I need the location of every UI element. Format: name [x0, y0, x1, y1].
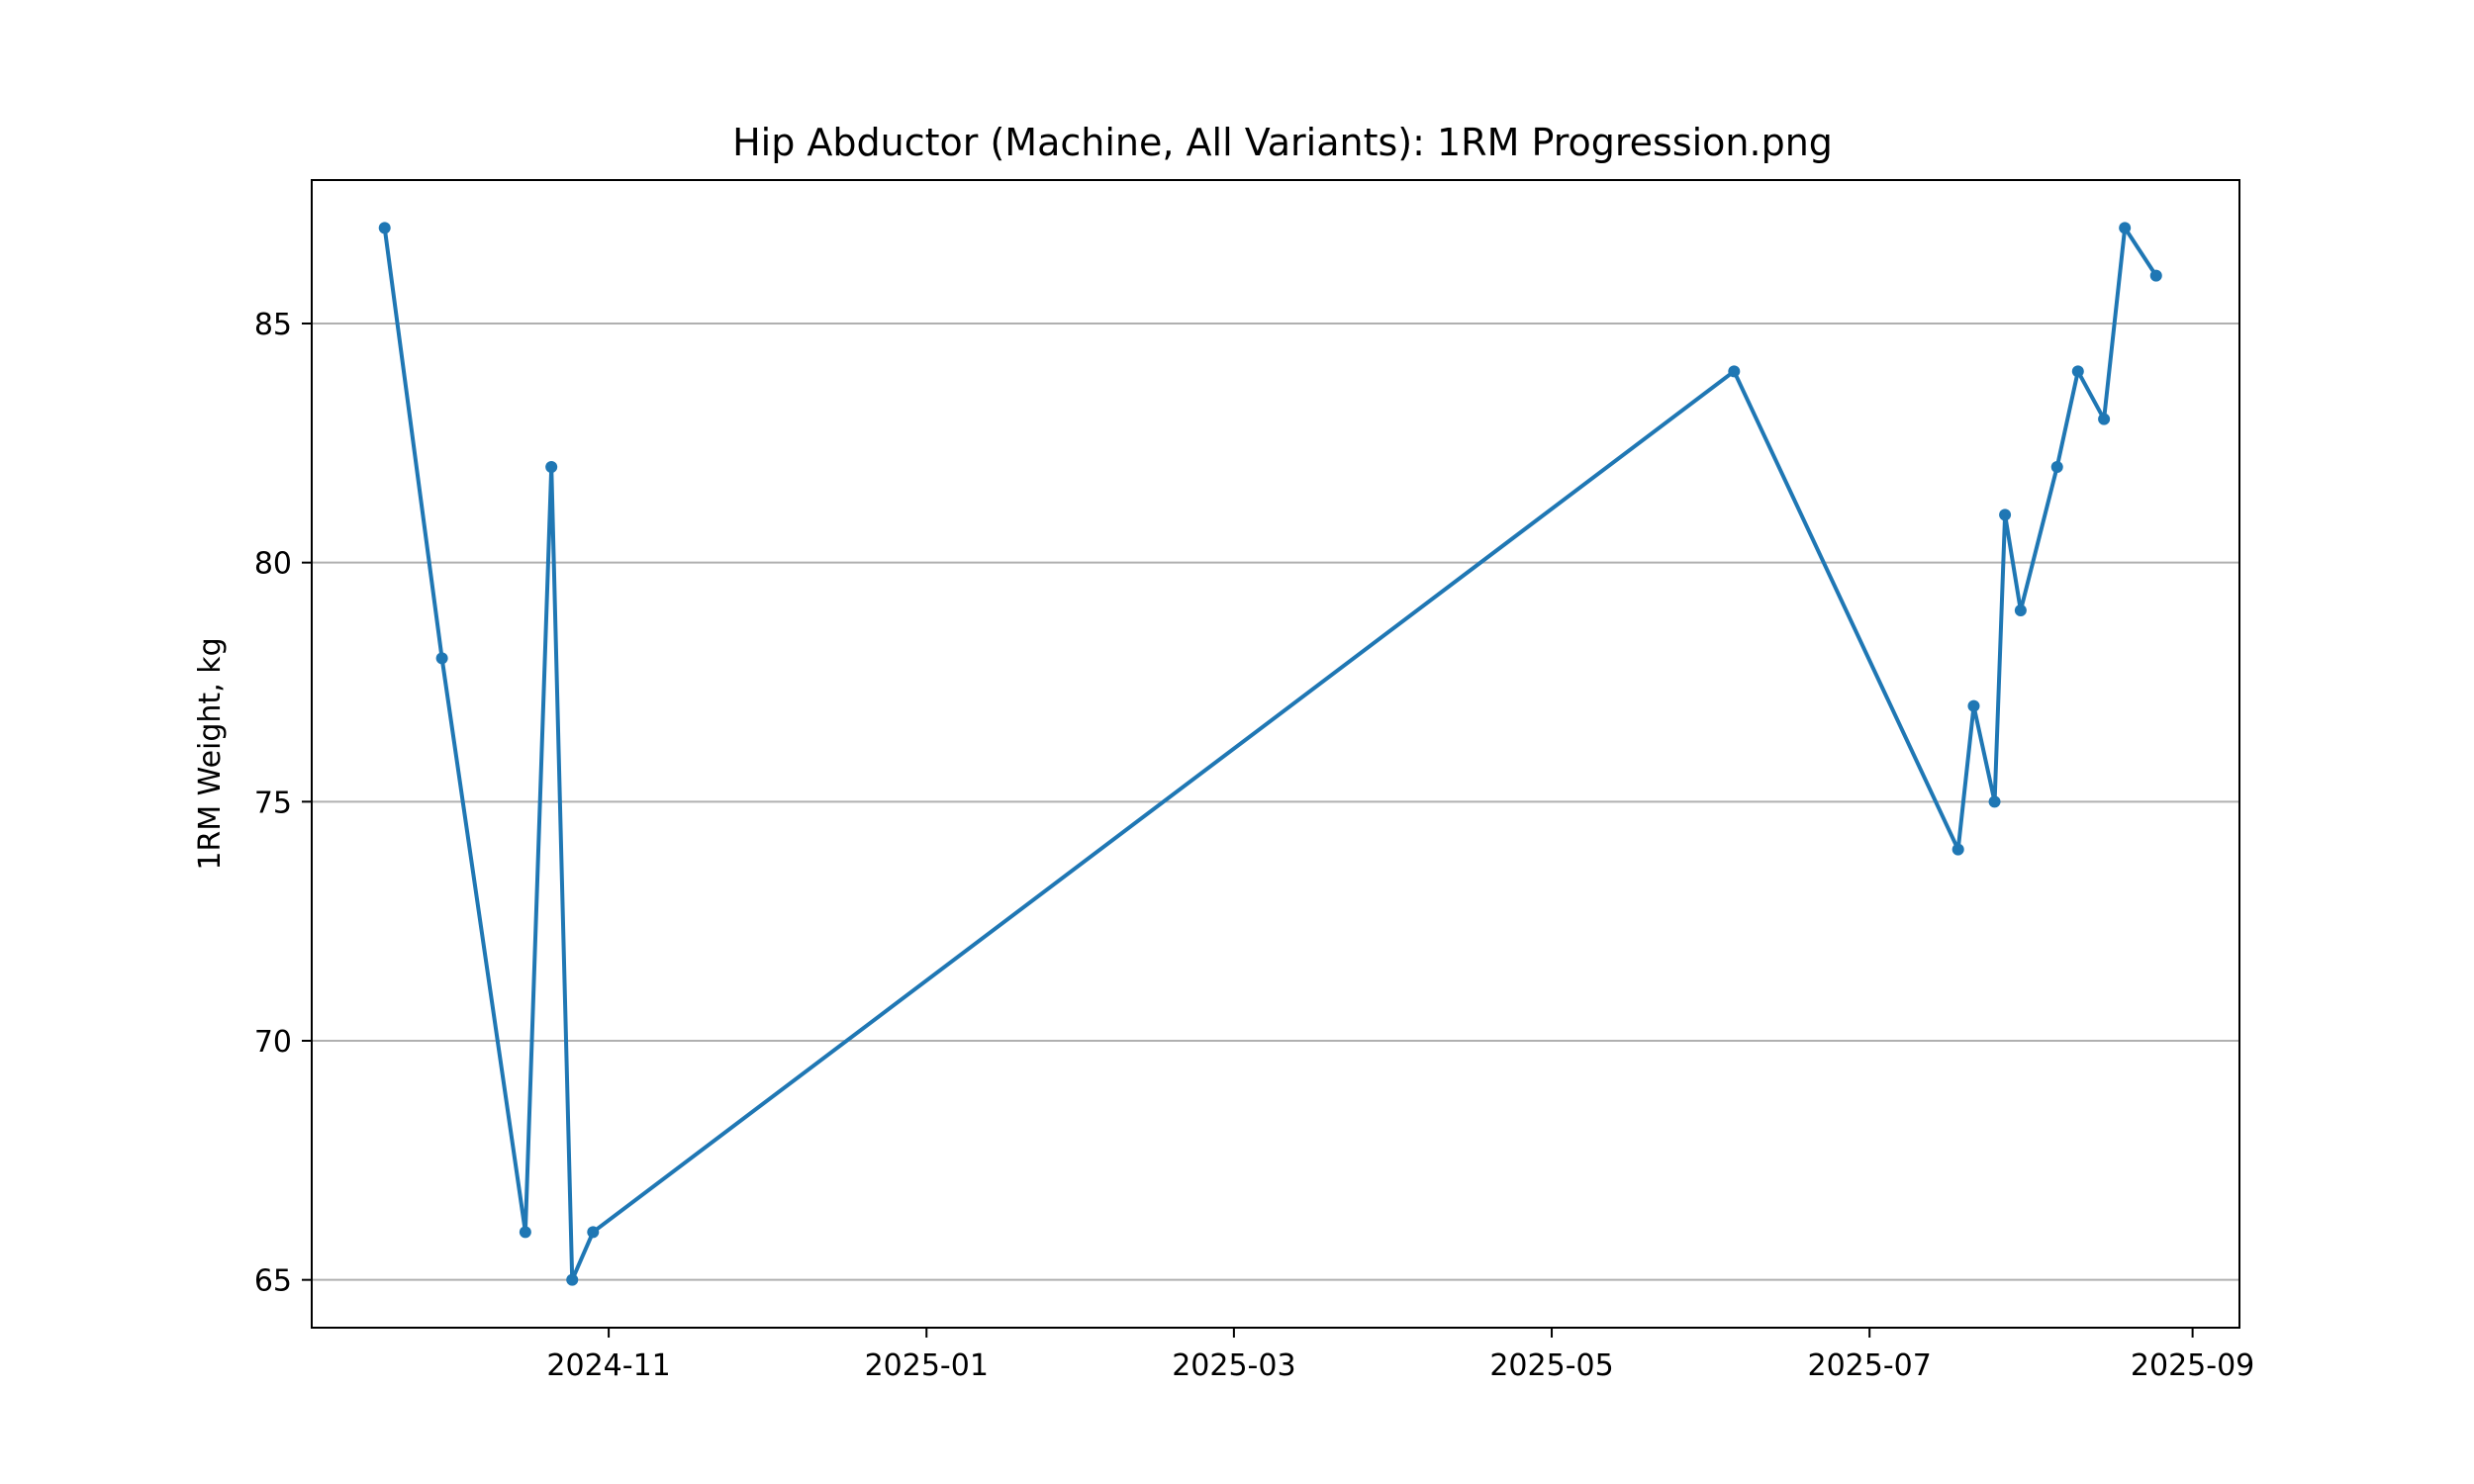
- y-tick-label: 65: [254, 1264, 292, 1299]
- y-tick-label: 80: [254, 547, 292, 582]
- plot-frame: [311, 179, 2240, 1329]
- x-tick-label: 2025-05: [1489, 1348, 1613, 1383]
- data-point: [2071, 365, 2084, 378]
- x-tick-label: 2025-03: [1172, 1348, 1295, 1383]
- data-point: [545, 461, 558, 473]
- data-point: [1728, 365, 1741, 378]
- x-tick-label: 2025-09: [2131, 1348, 2254, 1383]
- y-tick-label: 75: [254, 786, 292, 820]
- x-tick-label: 2025-07: [1808, 1348, 1932, 1383]
- x-tick-label: 2025-01: [865, 1348, 989, 1383]
- data-point: [1999, 509, 2012, 521]
- data-point: [2050, 461, 2063, 473]
- data-point: [2098, 413, 2111, 425]
- x-tick-label: 2024-11: [546, 1348, 670, 1383]
- data-point: [435, 652, 448, 665]
- data-point: [566, 1273, 579, 1286]
- y-tick-label: 70: [254, 1025, 292, 1060]
- data-point: [378, 222, 391, 234]
- y-axis-label: 1RM Weight, kg: [193, 637, 228, 870]
- data-point: [587, 1226, 600, 1239]
- data-point: [1951, 843, 1964, 856]
- series-layer: [378, 222, 2162, 1286]
- grid-lines: [312, 323, 2239, 1281]
- data-point: [1967, 699, 1980, 712]
- axis-ticks: 65 70 75 80 85 2024-11 2025-01 2025-03 2025-05 20…: [254, 308, 2254, 1383]
- data-point: [2014, 604, 2027, 616]
- data-point: [1988, 795, 2001, 808]
- data-point: [519, 1226, 531, 1239]
- data-point: [2149, 269, 2162, 282]
- chart-title: Hip Abductor (Machine, All Variants): 1R…: [732, 121, 1833, 164]
- y-tick-label: 85: [254, 308, 292, 342]
- data-point: [2119, 222, 2132, 234]
